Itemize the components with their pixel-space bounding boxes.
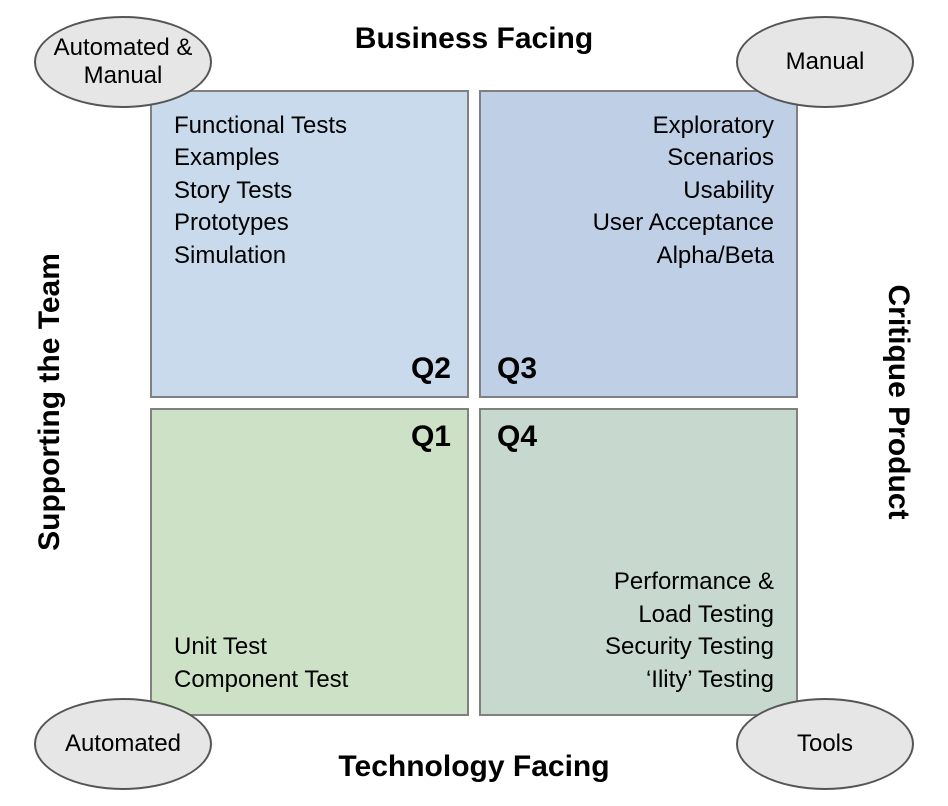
q3-item: Exploratory (593, 110, 774, 142)
q2-item: Prototypes (174, 207, 347, 239)
axis-right-label: Critique Product (881, 52, 915, 752)
q3-items: Exploratory Scenarios Usability User Acc… (593, 110, 774, 272)
q1-item: Unit Test (174, 631, 348, 663)
quadrant-q1: Q1 Unit Test Component Test (150, 408, 469, 716)
q3-item: Alpha/Beta (593, 240, 774, 272)
corner-ellipse-top-left: Automated & Manual (34, 16, 212, 108)
quadrant-grid: Functional Tests Examples Story Tests Pr… (150, 90, 798, 716)
testing-quadrants-diagram: Business Facing Technology Facing Suppor… (0, 0, 948, 806)
corner-ellipse-bottom-left: Automated (34, 698, 212, 790)
axis-left-label: Supporting the Team (33, 52, 67, 752)
quadrant-q4: Q4 Performance & Load Testing Security T… (479, 408, 798, 716)
q2-label: Q2 (411, 352, 451, 386)
q2-item: Functional Tests (174, 110, 347, 142)
q4-items: Performance & Load Testing Security Test… (605, 566, 774, 696)
q2-item: Simulation (174, 240, 347, 272)
q2-items: Functional Tests Examples Story Tests Pr… (174, 110, 347, 272)
q3-item: Scenarios (593, 142, 774, 174)
q4-item: Performance & (605, 566, 774, 598)
q1-item: Component Test (174, 664, 348, 696)
q4-item: ‘Ility’ Testing (605, 664, 774, 696)
corner-ellipse-bottom-right: Tools (736, 698, 914, 790)
q1-items: Unit Test Component Test (174, 631, 348, 696)
q4-label: Q4 (497, 420, 537, 454)
q2-item: Examples (174, 142, 347, 174)
q3-label: Q3 (497, 352, 537, 386)
q1-label: Q1 (411, 420, 451, 454)
quadrant-q3: Exploratory Scenarios Usability User Acc… (479, 90, 798, 398)
q4-item: Security Testing (605, 631, 774, 663)
q2-item: Story Tests (174, 175, 347, 207)
q3-item: Usability (593, 175, 774, 207)
q4-item: Load Testing (605, 599, 774, 631)
quadrant-q2: Functional Tests Examples Story Tests Pr… (150, 90, 469, 398)
q3-item: User Acceptance (593, 207, 774, 239)
corner-ellipse-top-right: Manual (736, 16, 914, 108)
